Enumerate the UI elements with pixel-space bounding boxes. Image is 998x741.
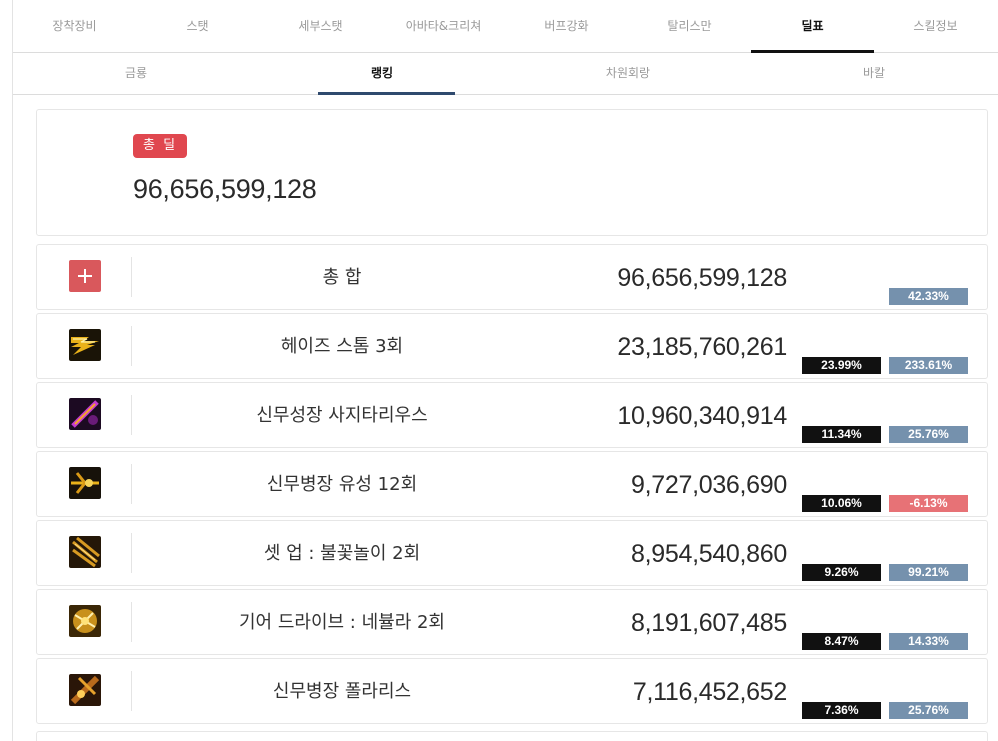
skill-name: 신무병장 유성 12회 xyxy=(266,474,418,495)
change-badge: 42.33% xyxy=(889,288,968,305)
tab-buff-enhance[interactable]: 버프강화 xyxy=(544,19,589,33)
list-item-total: 총 합 96,656,599,128 42.33% xyxy=(36,244,988,310)
row-divider xyxy=(131,464,132,504)
row-divider xyxy=(131,533,132,573)
skill-name: 셋 업 : 불꽃놀이 2회 xyxy=(263,543,421,564)
tab-stats[interactable]: 스탯 xyxy=(186,19,209,33)
tab-avatar-creature[interactable]: 아바타&크리쳐 xyxy=(405,19,482,33)
total-damage-value: 96,656,599,128 xyxy=(133,174,317,204)
change-badge: 25.76% xyxy=(889,426,968,443)
share-badge: 10.06% xyxy=(802,495,881,512)
skill-damage: 96,656,599,128 xyxy=(617,264,787,292)
share-badge: 7.36% xyxy=(802,702,881,719)
subtab-golden-dragon[interactable]: 금룡 xyxy=(124,66,148,80)
list-item-skill: 헤이즈 스톰 3회 23,185,760,261 23.99% 233.61% xyxy=(36,313,988,379)
skill-damage: 8,191,607,485 xyxy=(631,609,787,637)
skill-damage: 9,727,036,690 xyxy=(631,471,787,499)
tab-damage-table[interactable]: 딜표 xyxy=(751,0,874,53)
skill-name: 신무성장 사지타리우스 xyxy=(256,405,428,426)
tab-equipment[interactable]: 장착장비 xyxy=(52,19,97,33)
tab-talisman[interactable]: 탈리스만 xyxy=(667,19,712,33)
nebula-skill-icon xyxy=(69,605,101,637)
change-badge: -6.13% xyxy=(889,495,968,512)
subtab-ranking[interactable]: 랭킹 xyxy=(259,53,505,95)
list-item-skill: 신무병장 유성 12회 9,727,036,690 10.06% -6.13% xyxy=(36,451,988,517)
left-border xyxy=(12,0,13,741)
skill-damage: 10,960,340,914 xyxy=(617,402,787,430)
skill-damage: 8,954,540,860 xyxy=(631,540,787,568)
subtab-dimension-corridor[interactable]: 차원회랑 xyxy=(605,66,651,80)
row-divider xyxy=(131,395,132,435)
total-damage-card: 총 딜 96,656,599,128 xyxy=(36,109,988,236)
subtab-bakal[interactable]: 바칼 xyxy=(862,66,886,80)
share-badge: 9.26% xyxy=(802,564,881,581)
meteor-skill-icon xyxy=(69,467,101,499)
tab-skill-info[interactable]: 스킬정보 xyxy=(913,19,958,33)
list-item-skill: 기어 드라이브 : 네뷸라 2회 8,191,607,485 8.47% 14.… xyxy=(36,589,988,655)
main-tabs: 장착장비 스탯 세부스탯 아바타&크리쳐 버프강화 탈리스만 딜표 스킬정보 xyxy=(13,0,998,53)
polaris-skill-icon xyxy=(69,674,101,706)
share-badge: 11.34% xyxy=(802,426,881,443)
change-badge: 25.76% xyxy=(889,702,968,719)
skill-name: 총 합 xyxy=(322,267,362,288)
sagittarius-skill-icon xyxy=(69,398,101,430)
list-item-skill: 신무성장 사지타리우스 10,960,340,914 11.34% 25.76% xyxy=(36,382,988,448)
change-badge: 233.61% xyxy=(889,357,968,374)
skill-damage: 7,116,452,652 xyxy=(632,678,787,706)
skill-damage-list: 총 합 96,656,599,128 42.33% 헤이즈 스톰 3회 23,1… xyxy=(36,244,988,727)
fireworks-skill-icon xyxy=(69,536,101,568)
list-item-skill: 셋 업 : 불꽃놀이 2회 8,954,540,860 9.26% 99.21% xyxy=(36,520,988,586)
skill-name: 신무병장 폴라리스 xyxy=(272,681,412,702)
row-divider xyxy=(131,257,132,297)
list-item-skill: 신무병장 폴라리스 7,116,452,652 7.36% 25.76% xyxy=(36,658,988,724)
skill-name: 헤이즈 스톰 3회 xyxy=(280,336,404,357)
list-item-partial xyxy=(36,731,988,741)
share-badge: 8.47% xyxy=(802,633,881,650)
change-badge: 99.21% xyxy=(889,564,968,581)
tab-detailed-stats[interactable]: 세부스탯 xyxy=(298,19,343,33)
total-damage-badge: 총 딜 xyxy=(133,134,188,158)
skill-damage: 23,185,760,261 xyxy=(617,333,787,361)
row-divider xyxy=(131,671,132,711)
sub-tabs: 금룡 랭킹 차원회랑 바칼 xyxy=(13,53,998,95)
change-badge: 14.33% xyxy=(889,633,968,650)
share-badge: 23.99% xyxy=(802,357,881,374)
row-divider xyxy=(131,326,132,366)
plus-icon[interactable] xyxy=(69,260,101,292)
skill-name: 기어 드라이브 : 네뷸라 2회 xyxy=(238,612,445,633)
row-divider xyxy=(131,602,132,642)
haze-storm-skill-icon xyxy=(69,329,101,361)
